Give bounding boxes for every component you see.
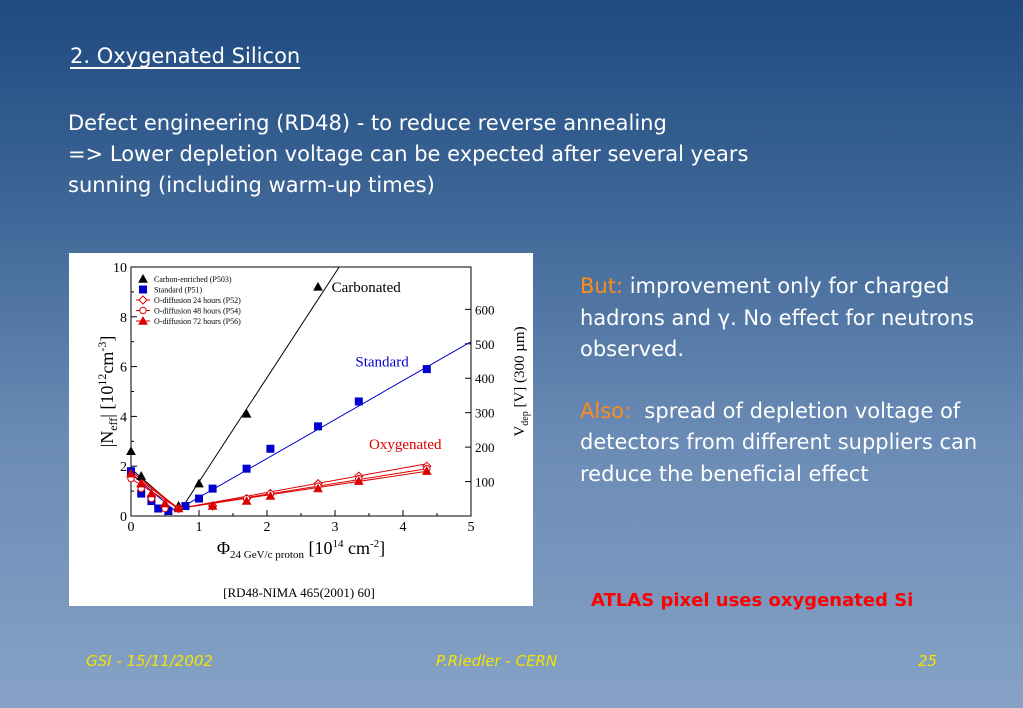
series-0-point (126, 446, 136, 455)
legend-marker-4 (138, 315, 148, 325)
note-but-label: But: (580, 274, 624, 298)
slide-heading: 2. Oxygenated Silicon (70, 44, 301, 68)
legend-entry-4: O-diffusion 72 hours (P56) (154, 317, 241, 326)
note-also-text: spread of depletion voltage of detectors… (580, 398, 984, 486)
series-0-point (241, 408, 252, 418)
y2-tick-label: 600 (475, 302, 495, 317)
series-fit-line-4 (131, 470, 427, 510)
depletion-chart-figure: 0 1 2 3 4 5 0 2 4 6 8 10 100 200 300 400 500 600 Φ24 GeV/c… (69, 253, 533, 606)
series-1-point (266, 444, 275, 453)
note-also: Also: spread of depletion voltage of det… (580, 396, 980, 491)
y-tick-label: 4 (120, 410, 127, 425)
series-fit-line-1 (131, 341, 471, 512)
curve-label-2: Oxygenated (369, 437, 442, 453)
note-also-label: Also: (580, 398, 632, 423)
series-4-point (265, 491, 276, 500)
series-1-point (164, 507, 173, 516)
series-4-point (136, 478, 147, 488)
series-4-point (353, 476, 364, 485)
atlas-note: ATLAS pixel uses oxygenated Si (591, 590, 914, 611)
depletion-chart: 0 1 2 3 4 5 0 2 4 6 8 10 100 200 300 400 500 600 Φ24 GeV/c… (95, 261, 531, 600)
series-0-point (313, 281, 323, 291)
y-axis-title: |Neff| [1012cm-3] (95, 336, 120, 448)
intro-line-1: Defect engineering (RD48) - to reduce re… (68, 111, 667, 135)
note-but: But: improvement only for charged hadron… (580, 271, 980, 366)
legend-entry-2: O-diffusion 24 hours (P52) (154, 296, 241, 305)
series-1-point (154, 504, 163, 513)
x-tick-label: 0 (128, 520, 135, 535)
series-4-point (173, 503, 184, 513)
footer-date: GSI - 15/11/2002 (86, 652, 213, 670)
y2-tick-label: 200 (475, 440, 495, 455)
y2-axis-title: Vdep [V] (300 µm) (512, 326, 531, 436)
series-4-point (421, 466, 432, 475)
legend-marker-1 (139, 285, 147, 294)
intro-line-3: sunning (including warm-up times) (68, 173, 435, 197)
footer-page-number: 25 (918, 652, 938, 670)
series-1-point (137, 489, 146, 498)
series-4-point (241, 496, 252, 505)
legend-marker-3 (139, 306, 147, 315)
legend-entry-1: Standard (P51) (154, 286, 203, 295)
y2-tick-label: 400 (475, 371, 495, 386)
x-axis-title: Φ24 GeV/c proton [1014 cm-2] (217, 538, 385, 561)
curve-label-1: Standard (355, 355, 409, 371)
series-4-point (207, 501, 218, 510)
side-notes: But: improvement only for charged hadron… (580, 271, 980, 520)
series-0-point (136, 471, 147, 480)
series-1-point (314, 422, 322, 431)
series-1-point (208, 484, 217, 493)
intro-text: Defect engineering (RD48) - to reduce re… (68, 108, 748, 201)
y-tick-label: 0 (120, 510, 127, 525)
series-1-point (242, 464, 251, 473)
x-tick-label: 2 (264, 520, 271, 535)
y-tick-label: 6 (120, 361, 127, 376)
curve-label-0: Carbonated (332, 280, 402, 296)
y2-tick-label: 100 (475, 475, 495, 490)
y-tick-label: 8 (120, 311, 127, 326)
intro-line-2: => Lower depletion voltage can be expect… (68, 142, 749, 166)
series-1-point (181, 502, 190, 511)
legend-marker-2 (138, 295, 148, 305)
series-1-point (354, 397, 363, 406)
legend-entry-3: O-diffusion 48 hours (P54) (154, 307, 241, 316)
note-but-text: improvement only for charged hadrons and… (580, 274, 975, 361)
series-4-point (160, 498, 170, 508)
series-1-point (195, 494, 203, 503)
series-0-point (194, 478, 204, 488)
series-fit-line-3 (131, 468, 427, 510)
series-4-point (313, 483, 323, 493)
x-tick-label: 5 (468, 520, 475, 535)
x-tick-label: 1 (196, 520, 203, 535)
series-1-point (422, 365, 431, 374)
footer-author: P.Riedler - CERN (436, 652, 558, 670)
legend-entry-0: Carbon-enriched (P503) (154, 275, 232, 284)
chart-citation: [RD48-NIMA 465(2001) 60] (223, 585, 375, 600)
x-tick-label: 3 (332, 520, 339, 535)
x-tick-label: 4 (400, 520, 407, 535)
legend-marker-0 (138, 273, 148, 283)
y-tick-label: 2 (120, 460, 127, 475)
y-tick-label: 10 (113, 261, 127, 276)
y2-tick-label: 300 (475, 406, 495, 421)
series-4-point (126, 468, 136, 478)
series-4-point (146, 488, 157, 498)
series-fit-line-2 (131, 463, 427, 510)
y2-tick-label: 500 (475, 337, 495, 352)
